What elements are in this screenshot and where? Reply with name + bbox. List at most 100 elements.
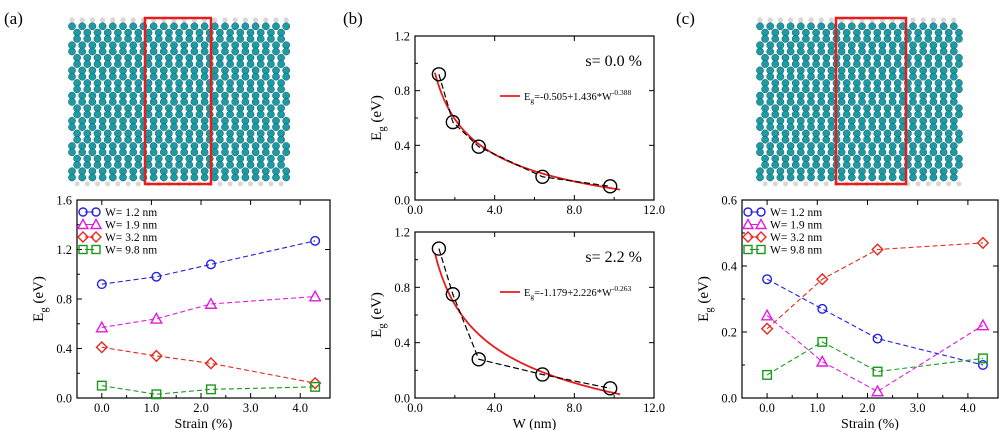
series-line	[101, 295, 316, 329]
series-line	[766, 315, 984, 393]
data-point	[204, 297, 218, 309]
data-point	[871, 384, 885, 397]
legend-label: W= 3.2 nm	[770, 232, 822, 244]
y-tick-label: 0.8	[394, 84, 410, 98]
fit-curve	[434, 72, 621, 191]
data-dashed-line	[438, 248, 611, 389]
data-point	[535, 367, 550, 382]
strain-annotation: s= 2.2 %	[585, 249, 642, 266]
data-point	[471, 352, 486, 367]
data-point	[445, 114, 461, 130]
x-tick-label: 0.0	[759, 401, 775, 415]
legend-label: W= 1.9 nm	[105, 220, 157, 232]
data-point	[760, 308, 774, 321]
y-tick-label: 1.2	[394, 226, 410, 240]
x-tick-label: 0.0	[94, 401, 110, 415]
data-point	[150, 349, 163, 363]
strain-annotation: s= 0.0 %	[585, 53, 642, 70]
panel-label-b: (b)	[343, 9, 363, 28]
data-point	[976, 236, 990, 250]
chart-strain-bandgap-a: 0.0 1.0 2.0 3.0 4.0 0.0 0.4 0.8 1.2 1.6 Eg (eV) Str…	[31, 194, 331, 430]
chart-width-bandgap-strained: 0.0 4.0 8.0 12.0 0.0 0.4 0.8 1.2 Eg (eV) W (nm) s=…	[369, 226, 665, 430]
y-axis-label: Eg (eV)	[31, 276, 50, 322]
data-point	[96, 279, 107, 290]
y-tick-label: 0.4	[394, 336, 410, 350]
y-tick-label: 1.6	[56, 194, 72, 208]
data-point	[205, 259, 216, 270]
data-point	[308, 376, 322, 390]
data-point	[308, 289, 322, 302]
x-axis-label: Strain (%)	[175, 417, 233, 430]
data-point	[151, 389, 162, 400]
data-point	[977, 353, 988, 364]
data-point	[762, 369, 773, 380]
x-tick-label: 12.0	[643, 401, 665, 415]
data-point	[149, 312, 163, 324]
data-point	[431, 67, 447, 82]
y-tick-label: 0.6	[721, 194, 737, 208]
legend-label: W= 3.2 nm	[105, 232, 157, 244]
data-point	[95, 340, 109, 354]
panel-label-a: (a)	[4, 9, 23, 28]
y-tick-label: 0.4	[56, 342, 72, 356]
legend-marker	[755, 231, 767, 243]
atom-lattice	[756, 17, 963, 187]
fit-curve	[434, 252, 621, 396]
x-tick-label: 1.0	[144, 401, 160, 415]
y-tick-label: 0.4	[721, 260, 737, 274]
legend-label: W= 9.8 nm	[105, 245, 157, 257]
x-tick-label: 1.0	[809, 401, 825, 415]
y-axis-label: Eg (eV)	[696, 276, 715, 322]
y-tick-label: 0.2	[721, 326, 737, 340]
data-point	[760, 322, 774, 335]
series-line	[101, 385, 316, 395]
data-point	[602, 381, 618, 396]
fit-legend-label: Eg=-0.505+1.436*W-0.388	[524, 88, 632, 105]
legend-label: W= 1.9 nm	[770, 220, 822, 232]
x-axis-label: Strain (%)	[841, 417, 899, 430]
data-point	[872, 366, 883, 377]
data-point	[310, 381, 321, 392]
series-line	[766, 341, 984, 376]
chart-width-bandgap-unstrained: 0.0 4.0 8.0 12.0 0.0 0.4 0.8 1.2 Eg (eV) s= 0.0 %…	[369, 30, 665, 218]
y-axis-label: Eg (eV)	[369, 95, 388, 141]
data-point	[816, 272, 829, 286]
unit-cell-highlight-a	[143, 16, 213, 186]
series-line	[101, 346, 316, 384]
data-point	[762, 274, 773, 285]
data-point	[871, 243, 884, 256]
legend-marker	[90, 231, 102, 243]
data-point	[151, 271, 162, 282]
y-axis-label: Eg (eV)	[369, 292, 388, 338]
legend-marker	[77, 231, 89, 243]
data-point	[431, 241, 447, 256]
y-tick-label: 0.0	[394, 392, 410, 406]
legend-label: W= 1.2 nm	[105, 207, 157, 219]
data-point	[817, 336, 828, 347]
x-tick-label: 12.0	[643, 203, 665, 217]
panel-label-c: (c)	[676, 9, 695, 28]
data-point	[95, 320, 109, 333]
unit-cell-highlight-c	[834, 16, 908, 186]
data-point	[205, 384, 216, 395]
x-tick-label: 4.0	[960, 401, 976, 415]
data-dashed-line	[438, 74, 611, 187]
data-point	[815, 354, 829, 367]
x-tick-label: 2.0	[193, 401, 209, 415]
x-tick-label: 4.0	[487, 203, 503, 217]
y-tick-label: 0.0	[394, 194, 410, 208]
x-tick-label: 4.0	[487, 401, 503, 415]
x-tick-label: 2.0	[860, 401, 876, 415]
x-tick-label: 8.0	[567, 203, 583, 217]
legend-label: W= 1.2 nm	[770, 207, 822, 219]
data-point	[471, 139, 486, 154]
legend-marker	[742, 231, 754, 243]
data-point	[977, 360, 988, 371]
x-tick-label: 0.0	[407, 401, 423, 415]
x-axis-label: W (nm)	[513, 417, 557, 430]
y-tick-label: 0.8	[394, 281, 410, 295]
x-tick-label: 3.0	[910, 401, 926, 415]
y-tick-label: 1.2	[394, 30, 410, 44]
legend-label: W= 9.8 nm	[770, 245, 822, 257]
data-point	[602, 179, 618, 194]
